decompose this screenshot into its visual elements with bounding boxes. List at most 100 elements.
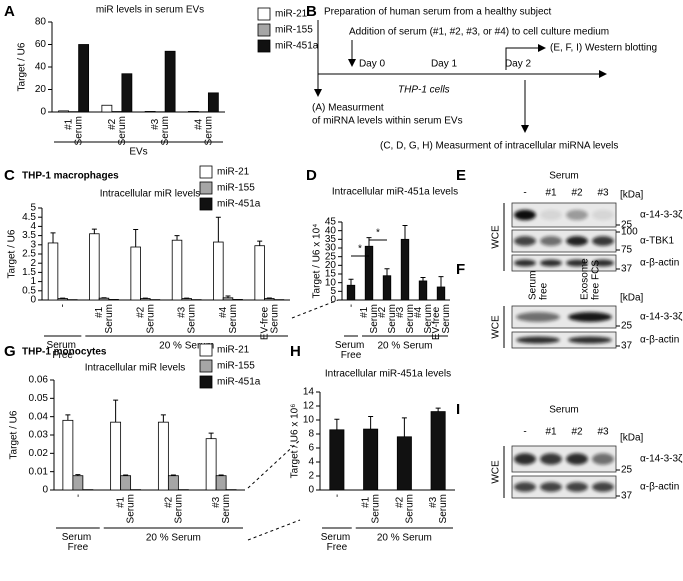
blot-band [566, 209, 588, 221]
error-bar [384, 268, 390, 276]
panel-label: I [456, 401, 460, 418]
lane-label: #3 [597, 427, 609, 438]
y-tick-label: 0.5 [22, 285, 36, 296]
group-label: EVs [129, 147, 147, 158]
y-tick-label: 4 [30, 221, 36, 232]
legend-label: miR-451a [217, 199, 261, 210]
error-bar [438, 276, 444, 287]
y-tick-label: 0 [308, 485, 314, 496]
blot-band [566, 482, 588, 492]
y-tick-label: 5 [330, 286, 336, 297]
y-axis-label: Target / U6 [17, 42, 28, 91]
marker-label: 25 [621, 220, 633, 231]
error-bar [266, 297, 272, 299]
x-tick-label: #2 Serum [394, 494, 415, 523]
error-bar [215, 216, 221, 243]
step-text: Preparation of human serum from a health… [324, 7, 552, 18]
blot-band [540, 236, 562, 246]
blot-strip [511, 305, 617, 329]
legend-swatch [257, 39, 271, 53]
y-tick-label: 0.04 [29, 411, 49, 422]
side-label: WCE [491, 460, 502, 484]
y-tick-label: 2 [30, 258, 36, 269]
chart-title: Intracellular miR levels [100, 189, 201, 200]
x-tick-label: #1 Serum [115, 494, 136, 523]
day-label: Day 1 [431, 59, 458, 70]
lane-label: - [523, 188, 526, 199]
panel-label: A [4, 3, 15, 20]
bar [47, 242, 59, 301]
bar [329, 429, 345, 491]
blot-band [514, 209, 536, 221]
bar [62, 419, 74, 491]
error-bar [75, 474, 81, 476]
y-tick-label: 35 [325, 234, 337, 245]
error-bar [366, 237, 372, 247]
error-bar [160, 414, 166, 423]
group-label: 20 % Serum [146, 533, 201, 544]
legend-label: miR-451a [217, 377, 261, 388]
bar [130, 246, 141, 301]
y-tick-label: 25 [325, 251, 337, 262]
error-bar [50, 232, 56, 243]
y-tick-label: 0.06 [29, 375, 49, 386]
blot-band [568, 312, 612, 322]
blot-band [592, 259, 614, 267]
chart-header: THP-1 monocytes [22, 347, 107, 358]
x-tick-label: #3 Serum [176, 304, 197, 333]
bar [144, 111, 156, 113]
error-bar [401, 417, 407, 437]
blot-band [592, 236, 614, 246]
bar [430, 411, 446, 491]
legend-swatch [257, 23, 271, 37]
error-bar [225, 295, 231, 298]
bar [222, 297, 234, 301]
y-tick-label: 20 [35, 84, 47, 95]
blot-band [566, 236, 588, 246]
x-tick-label: EV-free Serum [431, 304, 452, 340]
legend-label: miR-21 [217, 167, 250, 178]
chart-title: Intracellular miR-451a levels [332, 187, 458, 198]
error-bar [218, 474, 224, 476]
legend-label: miR-155 [275, 25, 313, 36]
y-tick-label: 10 [303, 415, 315, 426]
side-label: WCE [491, 225, 502, 249]
panel-label: D [306, 167, 317, 184]
x-tick-label: EV-free Serum [259, 304, 280, 340]
x-tick-label: - [57, 304, 68, 307]
y-tick-label: 5 [30, 203, 36, 214]
x-tick-label: #2 Serum [163, 494, 184, 523]
error-bar [113, 399, 119, 423]
x-tick-label: #3 Serum [211, 494, 232, 523]
y-tick-label: 3 [30, 239, 36, 250]
error-bar [65, 414, 71, 421]
y-tick-label: 8 [308, 429, 314, 440]
y-tick-label: 10 [325, 277, 337, 288]
legend-label: miR-155 [217, 361, 255, 372]
error-bar [420, 276, 426, 281]
kda-label: [kDa] [620, 293, 644, 304]
group-label: 20 % Serum [377, 341, 432, 352]
group-label: Serum Free [335, 340, 367, 361]
blot-strip [511, 254, 617, 272]
y-tick-label: 0.03 [29, 430, 49, 441]
y-tick-label: 15 [325, 269, 337, 280]
error-bar [402, 224, 408, 240]
error-bar [174, 235, 180, 241]
group-label: Serum Free [62, 532, 94, 553]
y-tick-label: 45 [325, 217, 337, 228]
bar [72, 475, 84, 491]
blot-title: Serum [549, 405, 578, 416]
legend-swatch [199, 197, 213, 211]
bar [364, 245, 374, 301]
blot-strip [511, 331, 617, 349]
bar [382, 275, 392, 301]
blot-band [592, 453, 614, 465]
y-tick-label: 40 [325, 225, 337, 236]
error-bar [348, 278, 354, 286]
bar [363, 428, 379, 491]
bar [164, 50, 176, 113]
error-bar [368, 416, 374, 430]
marker-label: 100 [621, 227, 638, 238]
